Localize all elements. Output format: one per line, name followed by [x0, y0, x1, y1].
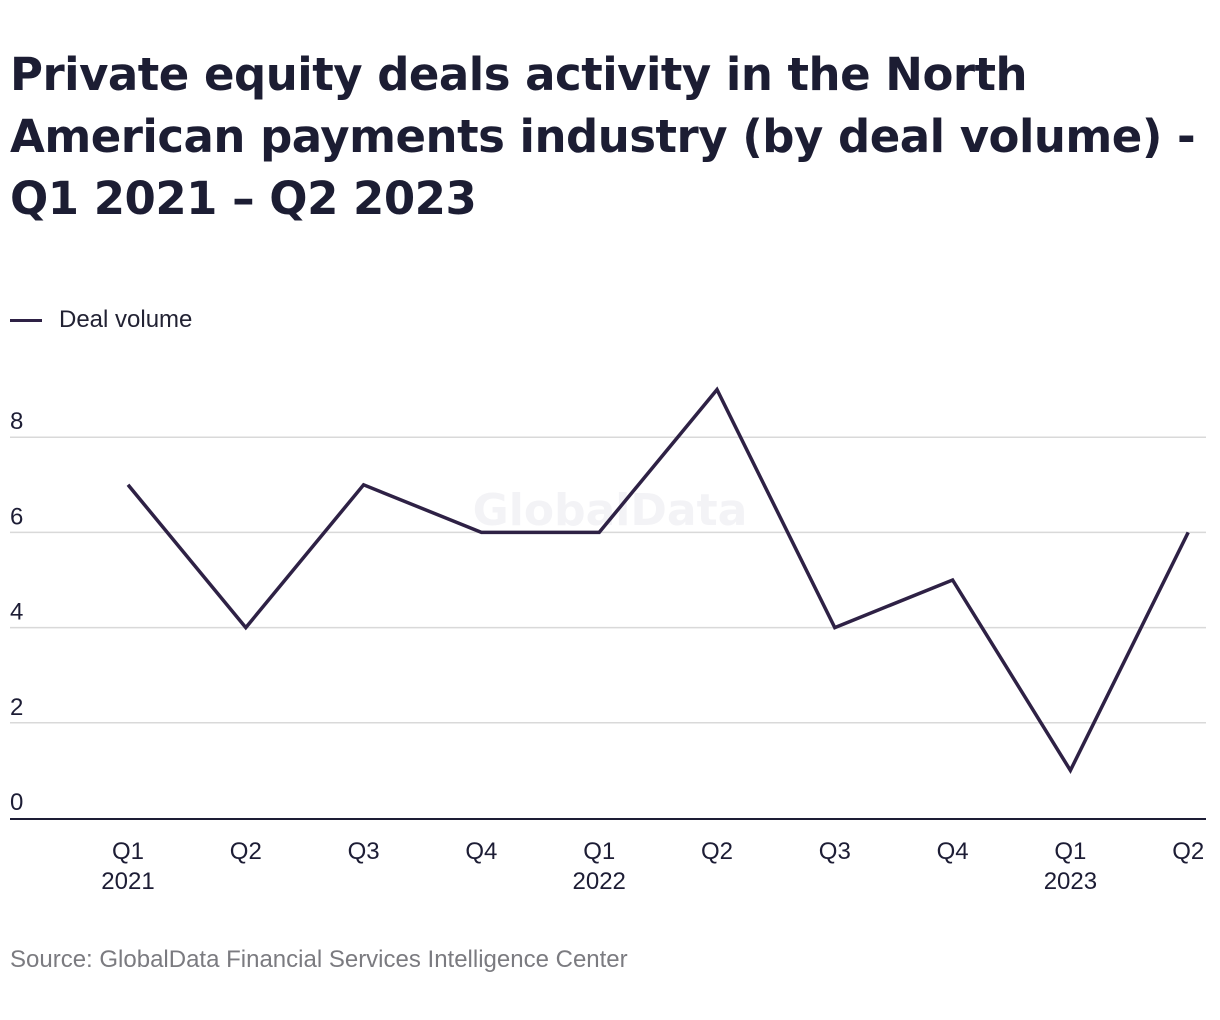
y-tick-label: 0 [10, 789, 23, 816]
x-tick-label: Q2 [230, 838, 262, 865]
watermark-text: GlobalData [473, 485, 748, 536]
x-tick-label: Q3 [819, 838, 851, 865]
x-tick-label: Q1 [112, 838, 144, 865]
series-line-deal-volume [126, 386, 1190, 775]
x-tick-label: Q1 [583, 838, 615, 865]
x-tick-year-label: 2023 [1044, 868, 1097, 895]
x-tick-label: Q4 [465, 838, 497, 865]
x-tick-year-label: 2021 [101, 868, 154, 895]
y-tick-label: 6 [10, 503, 23, 530]
axes: 0 2 4 6 8 Q1 2021 Q2 Q3 Q4 Q1 2022 Q2 Q3 Q4 Q1 2023 Q2 [10, 408, 1206, 895]
line-chart: GlobalData 0 2 4 6 8 Q1 2021 Q2 Q3 Q4 Q1 2022 Q2 Q3 Q4… [10, 386, 1206, 895]
x-tick-label: Q3 [348, 838, 380, 865]
series-layer [126, 386, 1190, 775]
legend-label-deal-volume: Deal volume [59, 306, 193, 333]
source-note: Source: GlobalData Financial Services In… [10, 946, 628, 973]
x-tick-label: Q1 [1054, 838, 1086, 865]
chart-title: Private equity deals activity in the Nor… [10, 48, 1196, 225]
y-tick-label: 8 [10, 408, 23, 435]
x-tick-label: Q2 [1172, 838, 1204, 865]
legend-swatch-deal-volume [10, 318, 42, 322]
legend: Deal volume [10, 306, 192, 334]
x-tick-year-label: 2022 [573, 868, 626, 895]
x-tick-label: Q2 [701, 838, 733, 865]
grid-lines [10, 436, 1206, 724]
x-tick-label: Q4 [937, 838, 969, 865]
y-tick-label: 2 [10, 694, 23, 721]
y-tick-label: 4 [10, 599, 23, 626]
